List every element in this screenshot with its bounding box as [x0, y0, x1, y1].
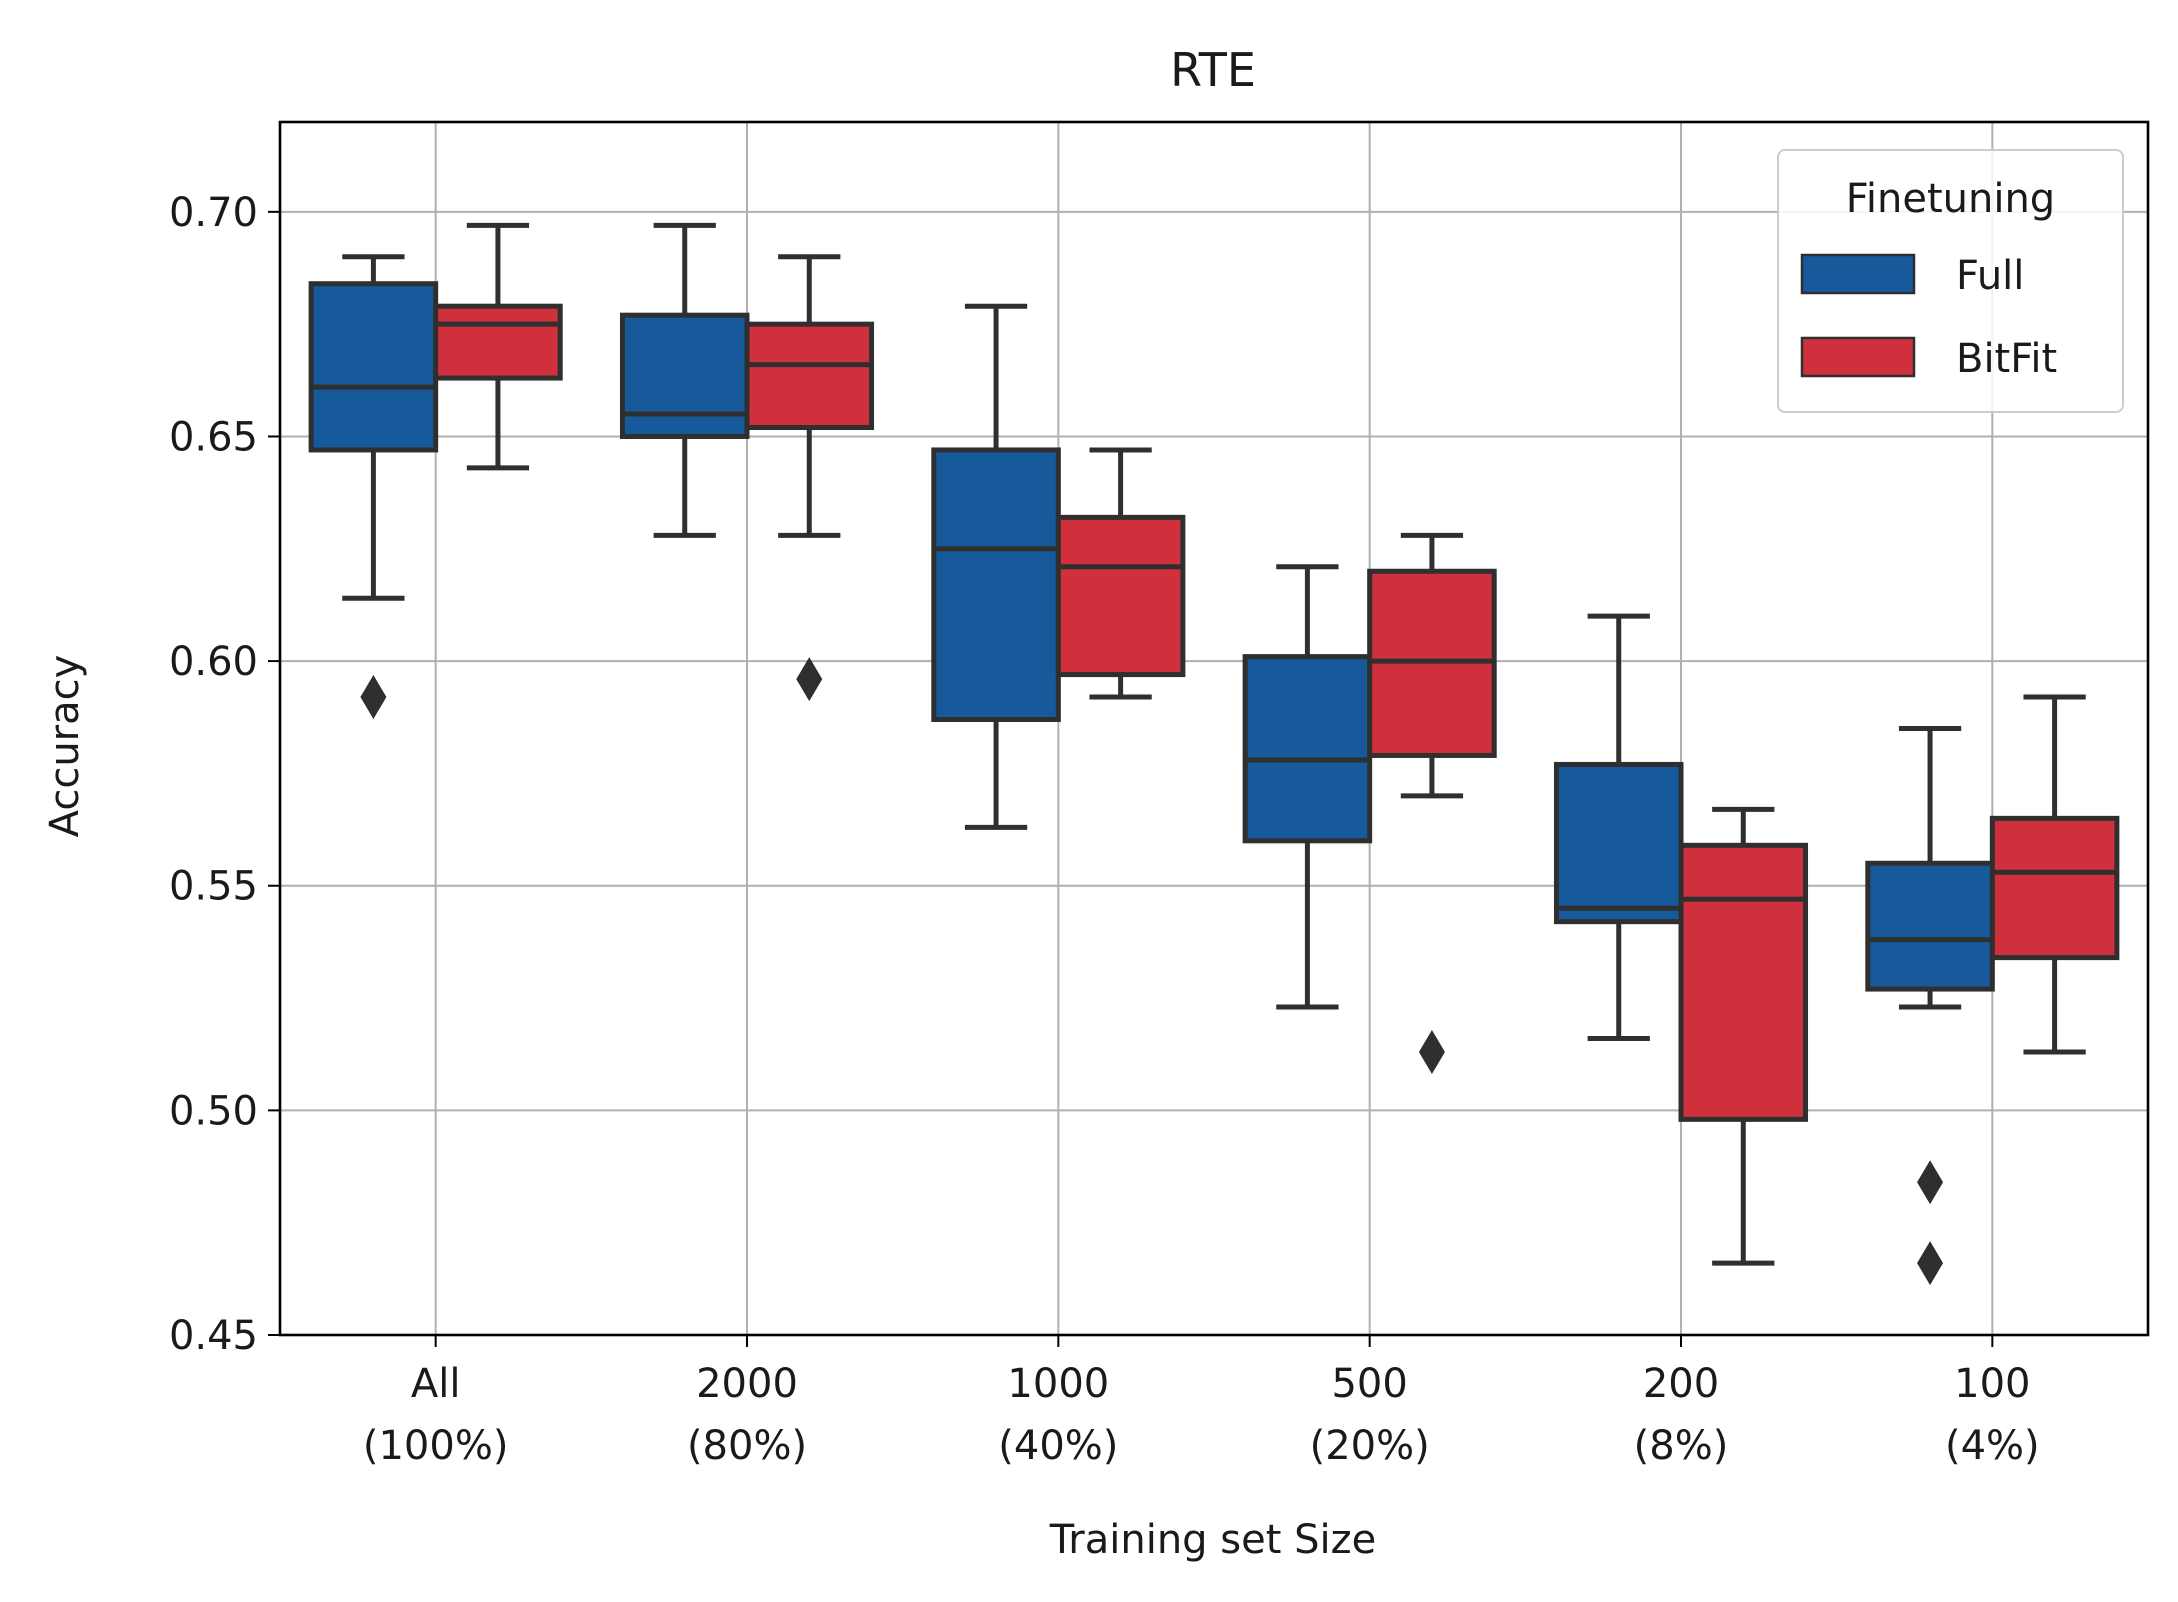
x-tick-label: (4%) — [1945, 1423, 2040, 1469]
box-iqr — [433, 303, 563, 381]
x-tick-label: (100%) — [363, 1423, 509, 1469]
x-tick-label: 200 — [1643, 1361, 1719, 1407]
x-tick-label: (40%) — [998, 1423, 1118, 1469]
box-iqr — [1055, 514, 1186, 678]
box-bitfit — [1678, 806, 1809, 1266]
axes: 0.45 0.50 0.55 0.60 0.65 0.70 All (100%) 2000 (80… — [169, 190, 2040, 1469]
plot-area-frame — [278, 120, 2150, 1337]
outlier-marker — [796, 657, 823, 702]
chart-title: RTE — [1170, 43, 1256, 97]
box-iqr — [308, 281, 439, 453]
x-axis-label: Training set Size — [1049, 1517, 1377, 1563]
outlier-marker — [360, 675, 387, 720]
x-tick-label: 100 — [1954, 1361, 2030, 1407]
legend-title: Finetuning — [1846, 176, 2055, 222]
box-bitfit — [1367, 532, 1497, 1074]
x-tick-label: (20%) — [1310, 1423, 1430, 1469]
legend-swatch-full — [1800, 253, 1916, 295]
box-iqr — [1989, 815, 2120, 961]
y-tick-label: 0.50 — [169, 1088, 258, 1134]
y-tick-label: 0.70 — [169, 190, 258, 236]
box-iqr — [1553, 761, 1684, 925]
box-bitfit — [433, 222, 563, 471]
outlier-marker — [1418, 1029, 1445, 1074]
box-iqr — [1678, 842, 1809, 1122]
box-bitfit — [1989, 694, 2120, 1055]
outlier-marker — [1917, 1241, 1944, 1286]
y-tick-label: 0.45 — [169, 1313, 258, 1359]
legend-label-full: Full — [1956, 253, 2024, 299]
box-full — [1553, 613, 1684, 1041]
y-tick-label: 0.55 — [169, 864, 258, 910]
x-tick-label: 2000 — [696, 1361, 798, 1407]
y-tick-label: 0.60 — [169, 639, 258, 685]
y-tick-label: 0.65 — [169, 414, 258, 460]
box-iqr — [619, 312, 750, 439]
x-tick-label: (8%) — [1634, 1423, 1729, 1469]
box-full — [931, 303, 1061, 830]
legend-swatch-bitfit — [1800, 336, 1916, 378]
x-tick-label: 1000 — [1007, 1361, 1109, 1407]
box-bitfit — [744, 254, 875, 702]
box-iqr — [1242, 654, 1373, 844]
outlier-marker — [1917, 1160, 1944, 1205]
x-tick-label: (80%) — [687, 1423, 807, 1469]
legend: Finetuning Full BitFit — [1777, 149, 2124, 413]
box-iqr — [1865, 860, 1995, 992]
box-bitfit — [1055, 447, 1186, 700]
legend-label-bitfit: BitFit — [1956, 336, 2057, 382]
x-tick-label: All — [411, 1361, 461, 1407]
box-iqr — [744, 321, 875, 430]
box-full — [1865, 726, 1995, 1286]
box-plots — [308, 222, 2120, 1286]
x-tick-label: 500 — [1331, 1361, 1407, 1407]
y-axis-label: Accuracy — [42, 655, 88, 838]
box-full — [308, 254, 439, 720]
box-iqr — [931, 447, 1061, 723]
